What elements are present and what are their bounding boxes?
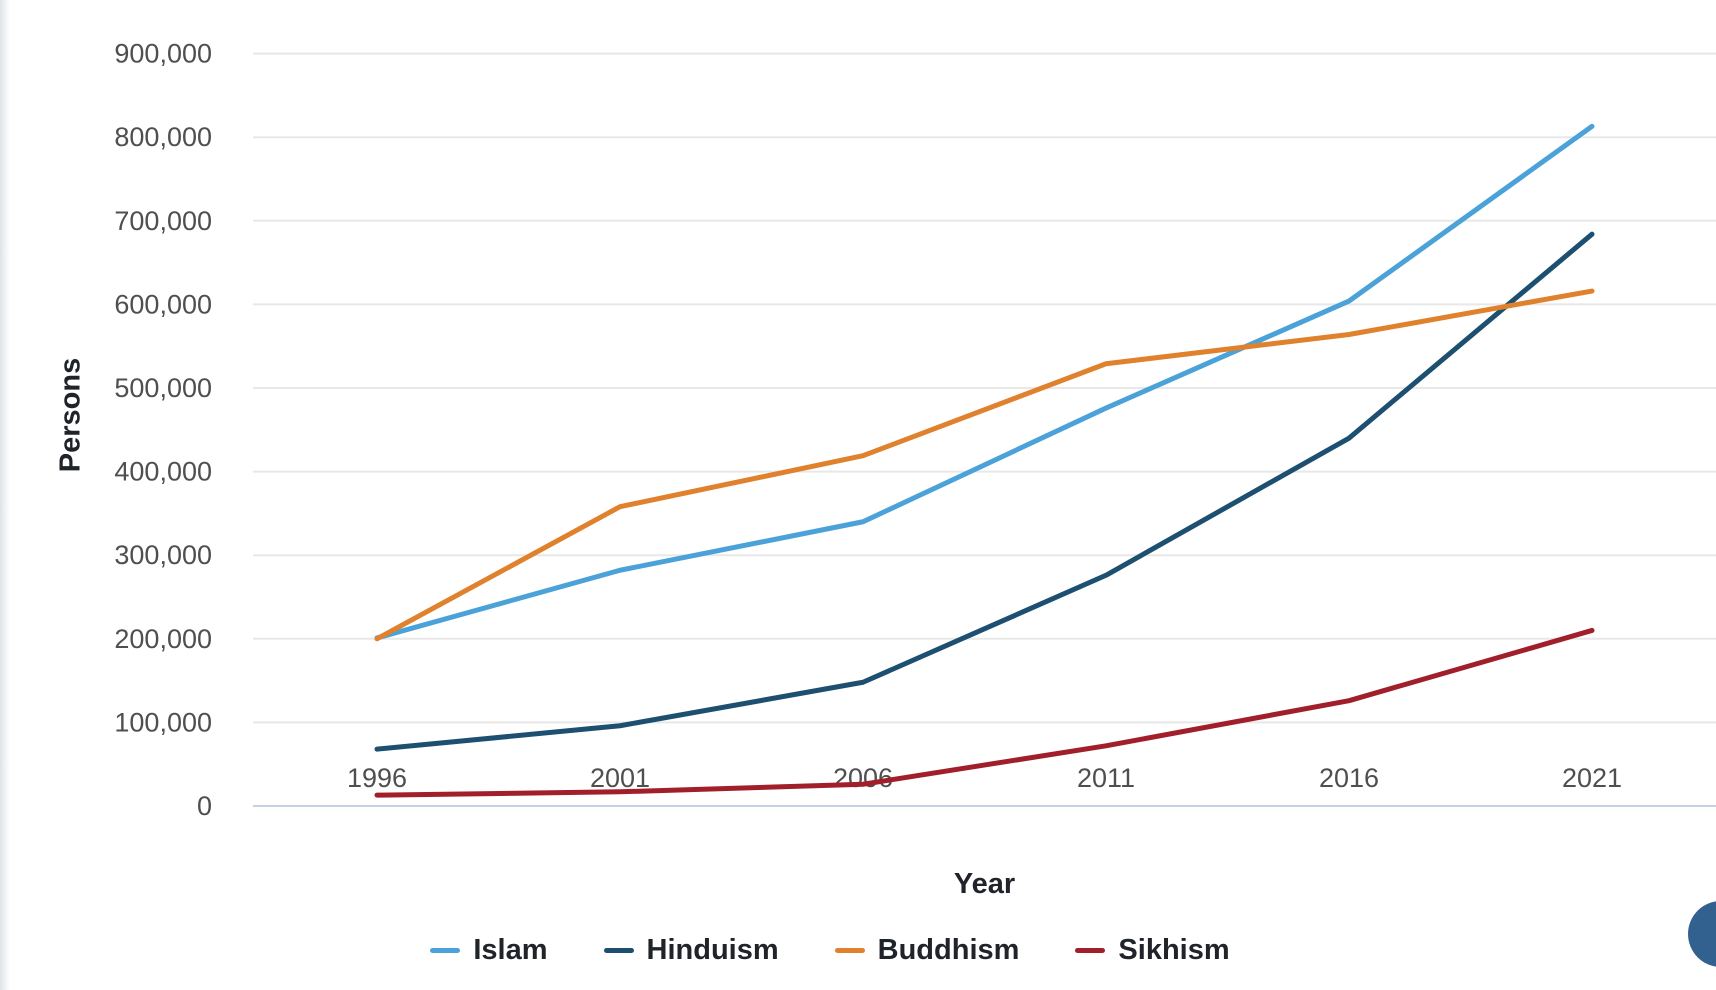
legend-swatch-islam [430,948,461,953]
legend-swatch-hinduism [603,948,634,953]
legend-item-buddhism[interactable]: Buddhism [834,934,1020,966]
y-tick-label: 600,000 [114,289,212,319]
page-left-edge [0,0,10,990]
series-line-hinduism[interactable] [374,231,1595,752]
chart-legend: Islam Hinduism Buddhism Sikhism [0,936,1660,965]
y-tick-label: 0 [197,791,212,821]
x-tick-label: 2001 [590,763,650,793]
legend-item-sikhism[interactable]: Sikhism [1075,934,1230,966]
y-tick-label: 500,000 [114,373,212,403]
legend-swatch-buddhism [834,948,865,953]
y-tick-label: 800,000 [114,122,212,152]
x-tick-label: 2021 [1562,763,1622,793]
x-tick-label: 2006 [833,763,893,793]
series-line-buddhism[interactable] [374,288,1595,642]
y-tick-label: 700,000 [114,206,212,236]
y-tick-label: 900,000 [114,39,212,69]
legend-label: Buddhism [877,934,1020,966]
series-line-sikhism[interactable] [374,627,1595,798]
y-tick-label: 300,000 [114,540,212,570]
legend-item-islam[interactable]: Islam [430,934,548,966]
legend-label: Sikhism [1118,934,1230,966]
y-tick-label: 400,000 [114,457,212,487]
x-tick-label: 1996 [347,763,407,793]
legend-label: Hinduism [646,934,779,966]
legend-label: Islam [473,934,548,966]
y-tick-label: 200,000 [114,624,212,654]
legend-swatch-sikhism [1075,948,1106,953]
x-axis-title: Year [953,868,1016,900]
y-tick-label: 100,000 [114,707,212,737]
x-tick-label: 2016 [1319,763,1379,793]
legend-item-hinduism[interactable]: Hinduism [603,934,779,966]
x-tick-label: 2011 [1077,763,1135,793]
series-line-islam[interactable] [374,123,1595,641]
